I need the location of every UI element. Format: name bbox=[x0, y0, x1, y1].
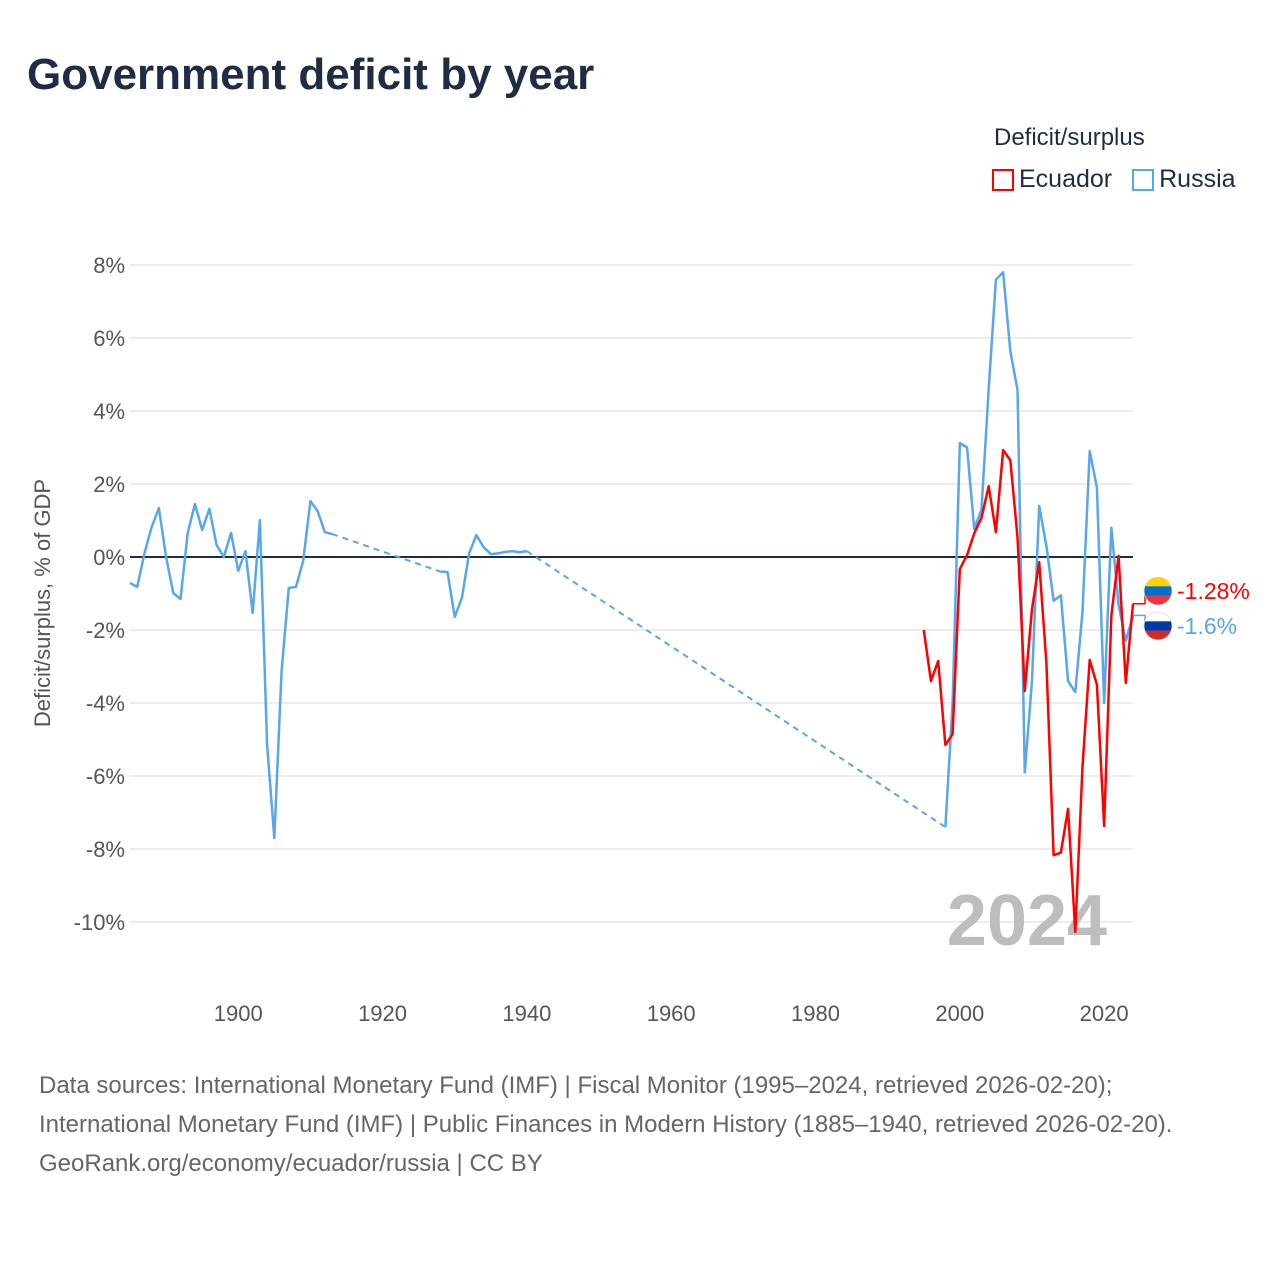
series-line-russia bbox=[440, 533, 528, 619]
y-tick-label: 0% bbox=[93, 545, 125, 570]
current-year-watermark: 2024 bbox=[947, 881, 1107, 961]
y-tick-label: -2% bbox=[86, 618, 125, 643]
x-tick-label: 2020 bbox=[1080, 1001, 1129, 1026]
series-line-russia bbox=[129, 499, 333, 840]
y-tick-label: -8% bbox=[86, 837, 125, 862]
y-tick-label: -6% bbox=[86, 764, 125, 789]
x-tick-label: 1940 bbox=[502, 1001, 551, 1026]
chart-title: Government deficit by year bbox=[27, 50, 595, 99]
x-tick-label: 1920 bbox=[358, 1001, 407, 1026]
series-line-russia bbox=[944, 271, 1135, 828]
legend: Ecuador Russia bbox=[992, 165, 1236, 194]
x-tick-label: 1900 bbox=[214, 1001, 263, 1026]
y-tick-label: 8% bbox=[93, 253, 125, 278]
y-tick-label: -4% bbox=[86, 691, 125, 716]
legend-label-russia: Russia bbox=[1159, 165, 1236, 193]
legend-title: Deficit/surplus bbox=[994, 124, 1145, 151]
legend-swatch-russia bbox=[1132, 168, 1155, 191]
y-tick-label: -10% bbox=[74, 910, 125, 935]
legend-swatch-ecuador bbox=[992, 168, 1014, 191]
credit-link[interactable]: GeoRank.org/economy/ecuador/russia | CC … bbox=[39, 1150, 543, 1177]
data-sources: Data sources: International Monetary Fun… bbox=[39, 1072, 1173, 1138]
end-value-russia: -1.6% bbox=[1177, 613, 1237, 639]
footer: Data sources: International Monetary Fun… bbox=[39, 1066, 1239, 1183]
series-gap-russia bbox=[331, 533, 441, 573]
series-line-ecuador bbox=[922, 448, 1135, 934]
legend-label-ecuador: Ecuador bbox=[1019, 165, 1113, 193]
legend-item-russia[interactable]: Russia bbox=[1132, 165, 1236, 194]
y-tick-label: 6% bbox=[93, 326, 125, 351]
end-value-ecuador: -1.28% bbox=[1177, 578, 1250, 604]
y-tick-label: 4% bbox=[93, 399, 125, 424]
y-tick-label: 2% bbox=[93, 472, 125, 497]
chart-svg: 8% 6% 4% 2% 0% -2% -4% -6% -8% -10% 1900 1920 1940 19… bbox=[30, 253, 1250, 1026]
x-tick-label: 1960 bbox=[647, 1001, 696, 1026]
series-gap-russia bbox=[526, 550, 946, 828]
x-tick-label: 2000 bbox=[935, 1001, 984, 1026]
ecuador-flag-icon bbox=[1143, 576, 1173, 606]
y-axis-label: Deficit/surplus, % of GDP bbox=[30, 479, 55, 727]
legend-item-ecuador[interactable]: Ecuador bbox=[992, 165, 1112, 194]
russia-flag-icon bbox=[1143, 611, 1173, 641]
x-tick-label: 1980 bbox=[791, 1001, 840, 1026]
